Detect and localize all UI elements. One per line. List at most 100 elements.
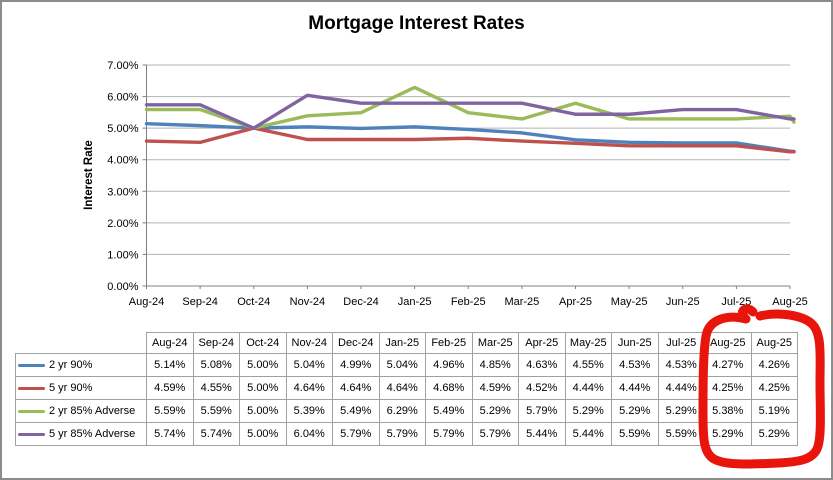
rate-value-cell: 5.08%: [192, 353, 240, 377]
rate-value-cell: 5.44%: [564, 422, 612, 446]
rate-value-cell: 5.44%: [518, 422, 566, 446]
table-col-header: Oct-24: [239, 332, 287, 354]
series-line-5-yr-85-adverse: [144, 93, 796, 130]
chart-title: Mortgage Interest Rates: [308, 13, 525, 34]
rate-value-cell: 5.04%: [378, 353, 426, 377]
table-row: 5 yr 85% Adverse 5.74% 5.74% 5.00% 6.04% 5.79…: [15, 422, 798, 446]
series-line-2-yr-85-adverse: [144, 85, 796, 130]
mortgage-rates-line-chart: Aug-24 Sep-24 Oct-24 Nov-24 Dec-24 Jan-25 Feb-…: [107, 60, 807, 308]
rate-value-cell: 4.26%: [750, 353, 798, 377]
legend-line-swatch: [18, 432, 45, 436]
x-tick-label: Feb-25: [451, 296, 486, 308]
x-tick-label: Apr-25: [559, 296, 592, 308]
x-tick-label: May-25: [611, 296, 648, 308]
rate-value-cell: 5.49%: [332, 399, 380, 423]
y-tick-label: 2.00%: [107, 218, 138, 230]
rate-value-cell: 5.04%: [285, 353, 333, 377]
series-name: 2 yr 85% Adverse: [49, 405, 136, 417]
rate-value-cell: 4.52%: [518, 376, 566, 400]
x-tick-label: Aug-25: [772, 296, 807, 308]
table-col-header: Jul-25: [657, 332, 705, 354]
rate-value-cell: 4.68%: [425, 376, 473, 400]
rate-value-cell: 4.44%: [657, 376, 705, 400]
rate-value-cell: 5.49%: [425, 399, 473, 423]
rate-value-cell: 5.00%: [239, 399, 287, 423]
rate-value-cell: 4.59%: [146, 376, 194, 400]
table-col-header: Mar-25: [471, 332, 519, 354]
rate-value-cell: 4.55%: [564, 353, 612, 377]
rate-value-cell: 4.44%: [611, 376, 659, 400]
rate-value-cell: 4.64%: [285, 376, 333, 400]
rate-value-cell: 5.19%: [750, 399, 798, 423]
rate-value-cell: 4.44%: [564, 376, 612, 400]
rate-value-cell: 5.29%: [611, 399, 659, 423]
rate-value-cell: 5.59%: [192, 399, 240, 423]
rate-value-cell: 4.63%: [518, 353, 566, 377]
rate-value-cell: 5.29%: [750, 422, 798, 446]
table-header-row: Aug-24 Sep-24 Oct-24 Nov-24 Dec-24 Jan-25 Feb-…: [15, 332, 798, 354]
table-col-header: Sep-24: [192, 332, 240, 354]
table-row: 2 yr 85% Adverse 5.59% 5.59% 5.00% 5.39% 5.49…: [15, 399, 798, 423]
x-tick-label: Oct-24: [237, 296, 270, 308]
legend-line-swatch: [18, 386, 45, 390]
series-line-5-yr-90-: [144, 126, 796, 154]
rate-value-cell: 4.96%: [425, 353, 473, 377]
table-col-header: Jan-25: [378, 332, 426, 354]
y-tick-label: 1.00%: [107, 249, 138, 261]
rate-value-cell: 6.29%: [378, 399, 426, 423]
y-tick-label: 4.00%: [107, 155, 138, 167]
table-col-header: Dec-24: [332, 332, 380, 354]
rate-value-cell: 5.39%: [285, 399, 333, 423]
rate-value-cell: 5.00%: [239, 353, 287, 377]
x-tick-label: Aug-24: [129, 296, 164, 308]
rate-value-cell: 5.79%: [332, 422, 380, 446]
x-tick-label: Jul-25: [721, 296, 751, 308]
series-label-cell: 2 yr 90%: [15, 353, 147, 377]
rate-value-cell: 4.55%: [192, 376, 240, 400]
rate-value-cell: 5.59%: [611, 422, 659, 446]
table-col-header: Aug-25: [704, 332, 752, 354]
rate-value-cell: 4.64%: [332, 376, 380, 400]
legend-line-swatch: [18, 409, 45, 413]
rate-value-cell: 5.79%: [378, 422, 426, 446]
x-tick-label: Dec-24: [343, 296, 378, 308]
rate-value-cell: 4.53%: [611, 353, 659, 377]
rate-value-cell: 5.59%: [657, 422, 705, 446]
rate-value-cell: 5.79%: [518, 399, 566, 423]
y-tick-label: 7.00%: [107, 60, 138, 72]
series-label-cell: 5 yr 90%: [15, 376, 147, 400]
series-name: 5 yr 85% Adverse: [49, 428, 136, 440]
rate-value-cell: 5.74%: [146, 422, 194, 446]
rate-value-cell: 4.59%: [471, 376, 519, 400]
table-col-header: May-25: [564, 332, 612, 354]
x-tick-label: Jun-25: [666, 296, 700, 308]
rate-value-cell: 5.29%: [657, 399, 705, 423]
table-col-header: Apr-25: [518, 332, 566, 354]
rate-value-cell: 4.85%: [471, 353, 519, 377]
x-tick-label: Jan-25: [398, 296, 432, 308]
table-row: 2 yr 90% 5.14% 5.08% 5.00% 5.04% 4.99% 5.04% 4.…: [15, 353, 798, 377]
rate-value-cell: 5.74%: [192, 422, 240, 446]
table-row: 5 yr 90% 4.59% 4.55% 5.00% 4.64% 4.64% 4.64% 4.…: [15, 376, 798, 400]
rate-value-cell: 5.29%: [704, 422, 752, 446]
x-tick-label: Mar-25: [504, 296, 539, 308]
rate-value-cell: 4.64%: [378, 376, 426, 400]
table-col-header: Aug-25: [750, 332, 798, 354]
rate-value-cell: 4.27%: [704, 353, 752, 377]
rate-value-cell: 4.99%: [332, 353, 380, 377]
series-label-cell: 5 yr 85% Adverse: [15, 422, 147, 446]
rate-value-cell: 5.29%: [564, 399, 612, 423]
y-tick-label: 5.00%: [107, 123, 138, 135]
y-tick-label: 6.00%: [107, 92, 138, 104]
series-name: 5 yr 90%: [49, 382, 93, 394]
rates-data-table: Aug-24 Sep-24 Oct-24 Nov-24 Dec-24 Jan-25 Feb-…: [15, 332, 798, 446]
y-tick-label: 0.00%: [107, 281, 138, 293]
rate-value-cell: 5.00%: [239, 422, 287, 446]
rate-value-cell: 4.53%: [657, 353, 705, 377]
table-col-header: Aug-24: [146, 332, 194, 354]
series-line-2-yr-90-: [144, 122, 796, 154]
series-label-cell: 2 yr 85% Adverse: [15, 399, 147, 423]
y-tick-label: 3.00%: [107, 186, 138, 198]
rate-value-cell: 5.14%: [146, 353, 194, 377]
